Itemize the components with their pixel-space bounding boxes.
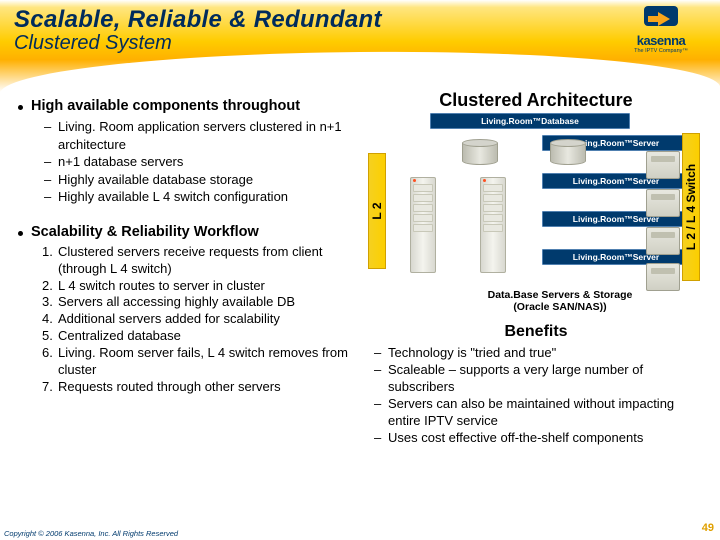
server-box-icon	[646, 263, 680, 291]
server-box-icon	[646, 151, 680, 179]
list-item: 7.Requests routed through other servers	[42, 379, 352, 396]
l4-switch-bar: L 2 / L 4 Switch	[682, 133, 700, 281]
server-box-icon	[646, 227, 680, 255]
server-tower-icon	[410, 177, 436, 273]
list-item: Highly available database storage	[44, 171, 352, 189]
list-item: 4.Additional servers added for scalabili…	[42, 311, 352, 328]
slide-title: Scalable, Reliable & Redundant	[14, 6, 382, 34]
list-item: Scaleable – supports a very large number…	[374, 362, 708, 396]
list-item: Servers can also be maintained without i…	[374, 396, 708, 430]
list-item: n+1 database servers	[44, 153, 352, 171]
brand-logo: kasenna The IPTV Company™	[612, 6, 710, 52]
logo-text: kasenna	[612, 33, 710, 48]
list-item: Technology is "tried and true"	[374, 345, 708, 362]
benefits-title: Benefits	[364, 323, 708, 341]
list-item: 5.Centralized database	[42, 328, 352, 345]
section2-heading: Scalability & Reliability Workflow	[18, 224, 352, 240]
list-item: 6.Living. Room server fails, L 4 switch …	[42, 345, 352, 379]
list-item: Highly available L 4 switch configuratio…	[44, 188, 352, 206]
benefits-list: Technology is "tried and true" Scaleable…	[374, 345, 708, 446]
logo-icon	[644, 6, 678, 26]
section1-heading-text: High available components throughout	[31, 98, 300, 114]
left-column: High available components throughout Liv…	[0, 94, 360, 520]
architecture-diagram: Living.Room™Database Living.Room™Server …	[366, 117, 702, 285]
section1-heading: High available components throughout	[18, 98, 352, 114]
database-cylinder-icon	[550, 139, 586, 165]
section2-heading-text: Scalability & Reliability Workflow	[31, 224, 259, 240]
diagram-caption: Data.Base Servers & Storage (Oracle SAN/…	[412, 289, 708, 313]
section2-list: 1.Clustered servers receive requests fro…	[42, 244, 352, 396]
server-box-icon	[646, 189, 680, 217]
section1-list: Living. Room application servers cluster…	[44, 118, 352, 206]
logo-tagline: The IPTV Company™	[612, 48, 710, 54]
server-tower-icon	[480, 177, 506, 273]
list-item: Uses cost effective off-the-shelf compon…	[374, 430, 708, 447]
list-item: Living. Room application servers cluster…	[44, 118, 352, 153]
footer-copyright: Copyright © 2006 Kasenna, Inc. All Right…	[4, 529, 178, 538]
right-column: Clustered Architecture Living.Room™Datab…	[360, 94, 720, 520]
bullet-icon	[18, 231, 23, 236]
architecture-title: Clustered Architecture	[364, 90, 708, 111]
list-item: 1.Clustered servers receive requests fro…	[42, 244, 352, 278]
bullet-icon	[18, 105, 23, 110]
slide-subtitle: Clustered System	[14, 32, 382, 55]
content-area: High available components throughout Liv…	[0, 94, 720, 520]
database-label: Living.Room™Database	[430, 113, 630, 129]
l2-switch-bar: L 2	[368, 153, 386, 269]
list-item: 3.Servers all accessing highly available…	[42, 294, 352, 311]
title-block: Scalable, Reliable & Redundant Clustered…	[14, 6, 382, 55]
database-cylinder-icon	[462, 139, 498, 165]
page-number: 49	[702, 522, 714, 534]
list-item: 2.L 4 switch routes to server in cluster	[42, 278, 352, 295]
